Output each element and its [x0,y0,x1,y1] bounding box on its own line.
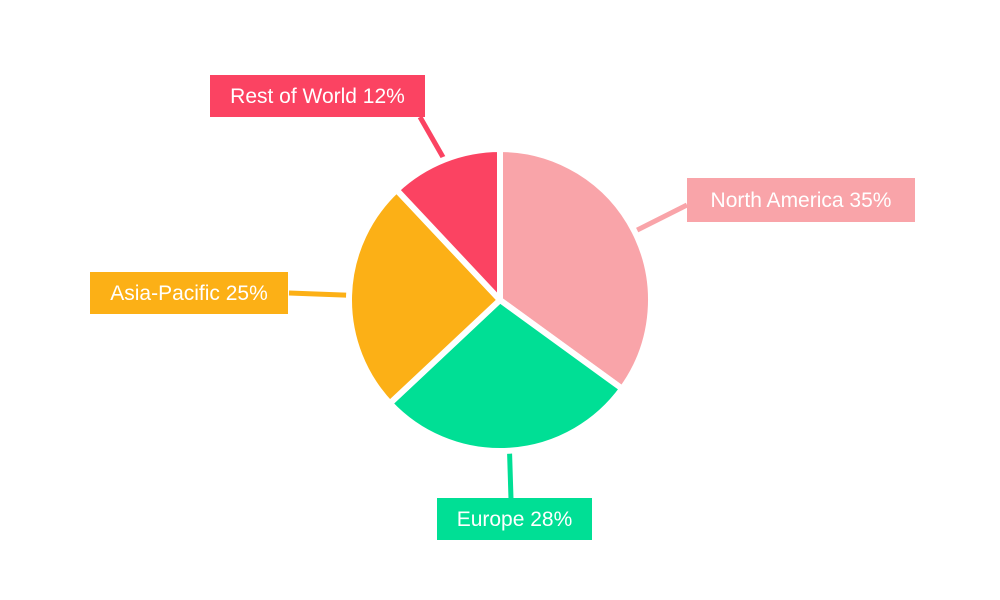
pie-label-rest-of-world: Rest of World 12% [210,75,425,117]
leader-line-north-america [633,202,689,234]
pie-slice-asia-pacific[interactable] [346,186,503,407]
pie-label-asia-pacific: Asia-Pacific 25% [90,272,288,314]
pie-slice-north-america[interactable] [497,146,654,392]
leader-line-asia-pacific [288,290,350,298]
pie-slice-europe[interactable] [386,297,626,454]
pie-label-europe: Europe 28% [437,498,592,540]
pie-slice-rest-of-world[interactable] [393,146,503,303]
leader-line-rest-of-world [417,115,447,161]
pie-label-north-america: North America 35% [687,178,915,222]
leader-line-europe [507,450,514,500]
